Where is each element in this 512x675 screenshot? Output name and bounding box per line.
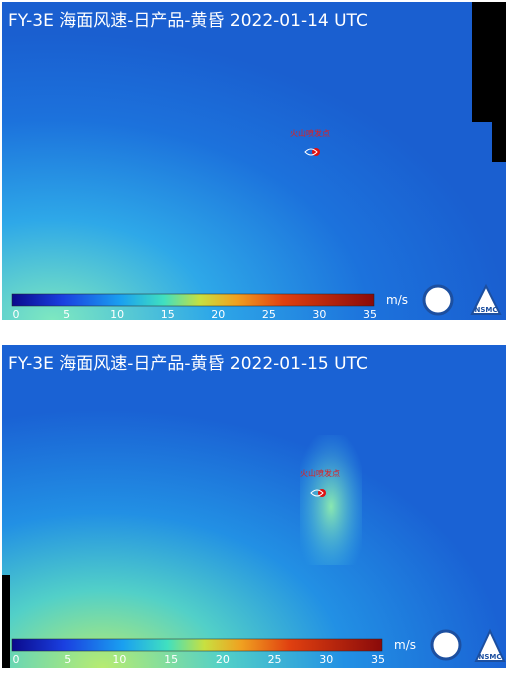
- land-mask: [472, 2, 506, 122]
- logo-text: NSMC: [478, 653, 501, 661]
- colorbar-tick-label: 20: [211, 308, 225, 320]
- colorbar-tick-label: 30: [312, 308, 326, 320]
- logo-nsmc: [474, 628, 506, 662]
- colorbar-tick-label: 15: [164, 653, 178, 666]
- land-mask: [2, 575, 10, 668]
- colorbar-tick-label: 35: [371, 653, 385, 666]
- panel-title: FY-3E 海面风速-日产品-黄昏 2022-01-15 UTC: [8, 354, 368, 374]
- marker-label: 火山喷发点: [290, 128, 330, 138]
- map-panel: FY-3E 海面风速-日产品-黄昏 2022-01-14 UTC 火山喷发点 m…: [2, 2, 506, 320]
- logo-nsmc: [470, 283, 502, 315]
- colorbar-tick-label: 0: [13, 653, 20, 666]
- colorbar-tick-label: 0: [13, 308, 20, 320]
- land-mask: [492, 122, 506, 162]
- wind-anomaly: [300, 435, 362, 565]
- colorbar-tick-label: 5: [63, 308, 70, 320]
- colorbar-unit: m/s: [394, 638, 416, 652]
- island-outline: [310, 489, 324, 497]
- colorbar-tick-label: 15: [161, 308, 175, 320]
- map-panel: FY-3E 海面风速-日产品-黄昏 2022-01-15 UTC 火山喷发点 m…: [2, 345, 506, 668]
- wind-field: [2, 345, 506, 668]
- marker-label: 火山喷发点: [300, 468, 340, 478]
- colorbar: [11, 638, 383, 652]
- colorbar-tick-label: 10: [110, 308, 124, 320]
- logo-cma: [430, 629, 462, 661]
- wind-field: [2, 2, 506, 320]
- colorbar-tick-label: 20: [216, 653, 230, 666]
- island-outline: [304, 148, 318, 156]
- colorbar-tick-label: 10: [112, 653, 126, 666]
- colorbar-tick-label: 25: [268, 653, 282, 666]
- colorbar-tick-label: 25: [262, 308, 276, 320]
- colorbar-tick-label: 30: [319, 653, 333, 666]
- colorbar: [11, 293, 375, 307]
- logo-cma: [422, 284, 454, 316]
- colorbar-tick-label: 5: [64, 653, 71, 666]
- colorbar-tick-label: 35: [363, 308, 377, 320]
- colorbar-unit: m/s: [386, 293, 408, 307]
- panel-title: FY-3E 海面风速-日产品-黄昏 2022-01-14 UTC: [8, 11, 368, 31]
- logo-text: NSMC: [474, 306, 497, 314]
